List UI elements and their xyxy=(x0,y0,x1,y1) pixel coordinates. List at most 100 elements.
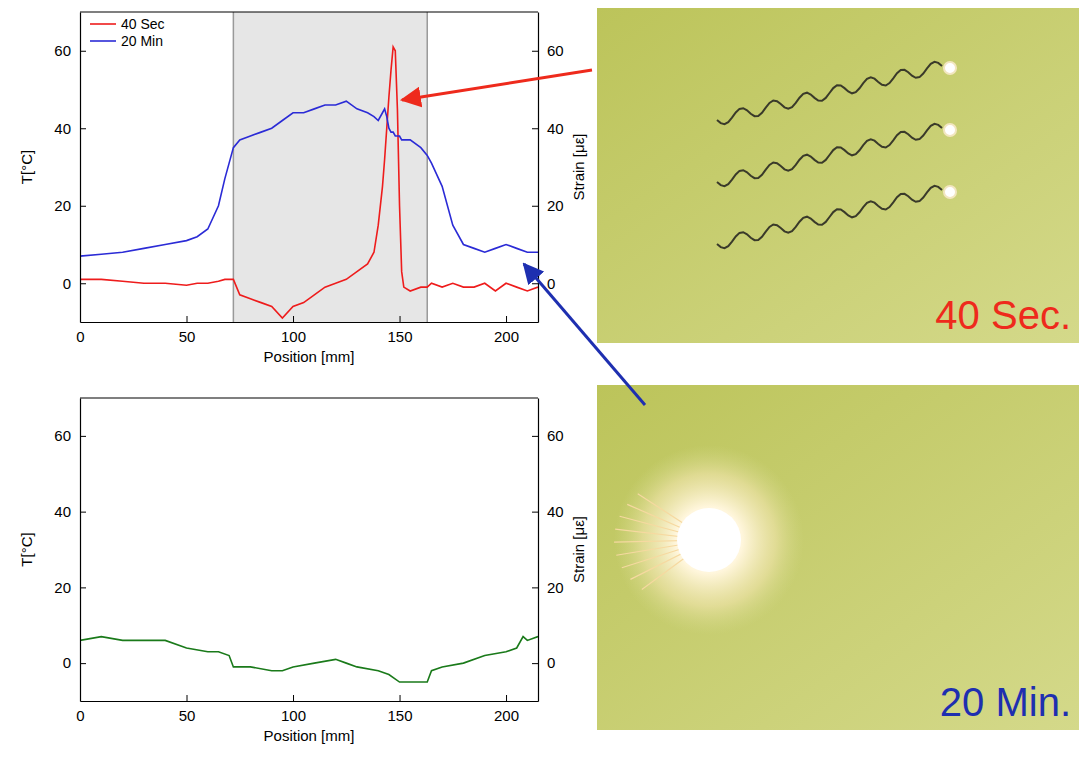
legend-swatch xyxy=(90,40,116,42)
tick-mark xyxy=(80,512,86,513)
y2-axis: 0 20 40 60 xyxy=(532,13,564,323)
tick-mark xyxy=(400,695,401,701)
tick-label: 60 xyxy=(54,42,71,59)
tick-label: 40 xyxy=(547,120,564,137)
tick: 200 xyxy=(494,695,519,724)
tick-mark xyxy=(187,695,188,701)
legend: 40 Sec20 Min xyxy=(90,16,165,49)
tick: 0 xyxy=(63,275,86,292)
tick-label: 60 xyxy=(547,42,564,59)
tick-mark xyxy=(80,51,86,52)
tick-mark xyxy=(80,206,86,207)
axis-line xyxy=(80,13,81,323)
tick-label: 200 xyxy=(494,328,519,345)
tick-mark xyxy=(506,695,507,701)
series-line xyxy=(80,47,538,318)
tick-label: 150 xyxy=(388,707,413,724)
tick-label: 40 xyxy=(54,120,71,137)
tick: 0 xyxy=(532,654,555,671)
series-line xyxy=(80,101,538,256)
glow xyxy=(614,445,804,635)
legend-label: 20 Min xyxy=(121,33,163,49)
tick: 50 xyxy=(179,695,196,724)
tick-mark xyxy=(80,128,86,129)
photo-label: 20 Min. xyxy=(940,680,1071,724)
tick: 100 xyxy=(281,695,306,724)
tick: 20 xyxy=(54,579,86,596)
tick-label: 20 xyxy=(547,579,564,596)
tick: 20 xyxy=(532,197,564,214)
tick: 40 xyxy=(54,503,86,520)
legend-entry: 20 Min xyxy=(90,33,163,49)
axis-line xyxy=(538,13,539,323)
chart: 0 50 100 150 200 0 20 40 60 0 20 40 60 Position [mm] T… xyxy=(18,12,587,365)
axis-line xyxy=(81,701,539,702)
photo-background xyxy=(597,8,1079,343)
tick-label: 0 xyxy=(547,275,555,292)
tick-label: 100 xyxy=(281,707,306,724)
glow-core xyxy=(677,508,741,572)
tick: 60 xyxy=(54,42,86,59)
hot-spot xyxy=(944,62,956,74)
tick-label: 40 xyxy=(547,503,564,520)
x-axis-title: Position [mm] xyxy=(264,348,355,365)
highlight-edge xyxy=(426,12,428,322)
tick-mark xyxy=(506,316,507,322)
tick: 20 xyxy=(54,197,86,214)
x-axis: 0 50 100 150 200 xyxy=(76,316,538,345)
y-axis: 0 20 40 60 xyxy=(54,13,86,323)
tick-label: 0 xyxy=(76,707,84,724)
y2-axis-title: Strain [με] xyxy=(570,516,587,583)
y-axis-title: T[°C] xyxy=(18,532,35,566)
tick-mark xyxy=(293,316,294,322)
photo-background xyxy=(597,385,1079,730)
x-axis-title: Position [mm] xyxy=(264,727,355,744)
tick-mark xyxy=(80,587,86,588)
tick: 0 xyxy=(63,654,86,671)
tick-label: 50 xyxy=(179,328,196,345)
tick: 60 xyxy=(532,427,564,444)
photo-label: 40 Sec. xyxy=(935,293,1071,337)
tick: 20 xyxy=(532,579,564,596)
tick: 60 xyxy=(54,427,86,444)
tick: 60 xyxy=(532,42,564,59)
tick-label: 0 xyxy=(63,275,71,292)
tick-mark xyxy=(80,436,86,437)
heater-wire xyxy=(717,62,942,124)
y-axis: 0 20 40 60 xyxy=(54,399,86,702)
highlight-edge xyxy=(233,12,235,322)
tick-mark xyxy=(532,663,538,664)
tick-label: 20 xyxy=(54,197,71,214)
tick: 150 xyxy=(388,316,413,345)
photo: 20 Min. xyxy=(597,385,1079,730)
tick: 40 xyxy=(532,503,564,520)
heater-wire xyxy=(717,186,942,248)
arrow xyxy=(524,264,645,405)
y-axis-title: T[°C] xyxy=(18,150,35,184)
tick-label: 40 xyxy=(54,503,71,520)
tick: 100 xyxy=(281,316,306,345)
tick-mark xyxy=(532,512,538,513)
tick-label: 0 xyxy=(76,328,84,345)
tick-mark xyxy=(532,587,538,588)
hot-spot xyxy=(944,186,956,198)
tick-mark xyxy=(400,316,401,322)
tick: 40 xyxy=(54,120,86,137)
tick: 50 xyxy=(179,316,196,345)
tick-mark xyxy=(293,695,294,701)
tick-label: 20 xyxy=(547,197,564,214)
plot-area xyxy=(80,12,538,322)
tick-label: 0 xyxy=(547,654,555,671)
plot-area xyxy=(80,637,538,682)
y2-axis-title: Strain [με] xyxy=(570,133,587,200)
axis-line xyxy=(538,399,539,702)
tick-label: 60 xyxy=(54,427,71,444)
chart: 0 50 100 150 200 0 20 40 60 0 20 40 60 Position [mm] T… xyxy=(18,398,587,744)
legend-label: 40 Sec xyxy=(121,16,165,32)
hot-spot xyxy=(944,124,956,136)
photo: 40 Sec. xyxy=(597,8,1079,343)
tick-mark xyxy=(532,436,538,437)
tick-label: 0 xyxy=(63,654,71,671)
x-axis: 0 50 100 150 200 xyxy=(76,695,538,724)
tick-mark xyxy=(187,316,188,322)
